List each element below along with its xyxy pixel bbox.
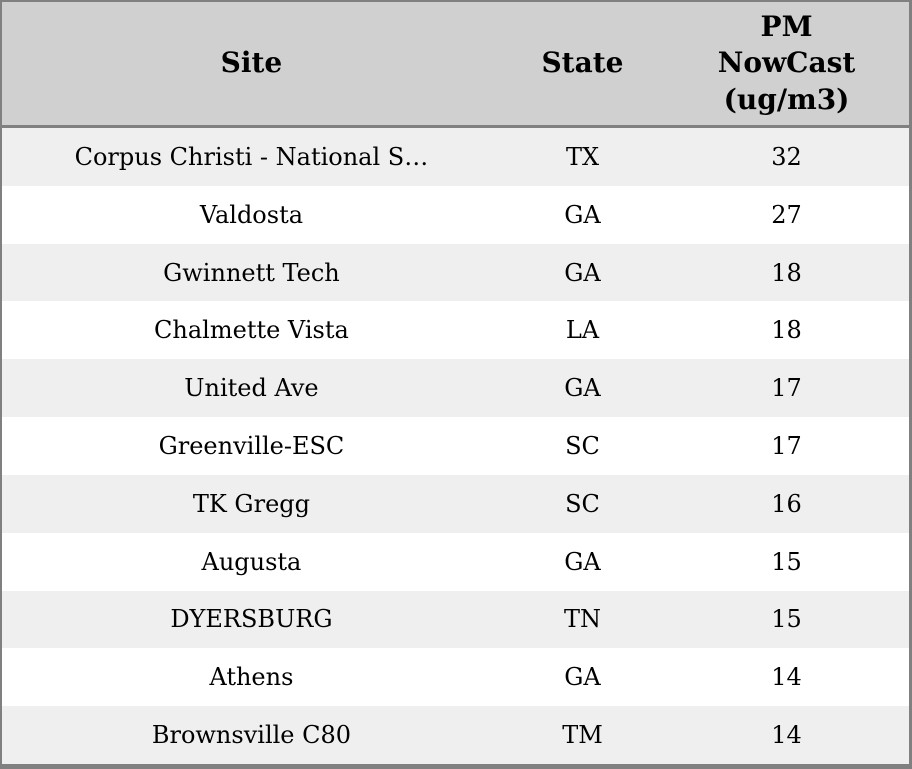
site-cell: Corpus Christi - National S… [74, 142, 429, 171]
state-cell: GA [564, 663, 601, 692]
value-cell: 15 [771, 605, 802, 634]
table-row: Athens GA 14 [2, 648, 909, 707]
value-cell: 16 [771, 489, 802, 518]
site-cell: Athens [209, 663, 294, 692]
state-cell: TX [565, 142, 600, 171]
column-header-state: State [500, 2, 665, 128]
pm-nowcast-header-label: PM NowCast (ug/m3) [717, 9, 856, 116]
site-cell: Greenville-ESC [158, 431, 345, 460]
table-row: Gwinnett Tech GA 18 [2, 243, 909, 302]
site-cell: DYERSBURG [170, 605, 333, 634]
table-row: TK Gregg SC 16 [2, 474, 909, 533]
value-cell: 18 [771, 316, 802, 345]
state-cell: GA [564, 258, 601, 287]
table-row: DYERSBURG TN 15 [2, 590, 909, 649]
value-cell: 14 [771, 721, 802, 750]
site-cell: Chalmette Vista [154, 316, 349, 345]
table-body: Corpus Christi - National S… TX 32 Valdo… [2, 126, 909, 764]
state-cell: LA [565, 316, 600, 345]
site-cell: TK Gregg [192, 489, 310, 518]
value-cell: 14 [771, 663, 802, 692]
site-cell: Gwinnett Tech [163, 258, 340, 287]
site-cell: Brownsville C80 [151, 721, 352, 750]
state-cell: SC [565, 489, 600, 518]
state-cell: GA [564, 200, 601, 229]
column-header-site: Site [2, 2, 501, 128]
table-row: Corpus Christi - National S… TX 32 [2, 126, 909, 186]
table-row: Valdosta GA 27 [2, 185, 909, 244]
table-row: Greenville-ESC SC 17 [2, 417, 909, 475]
value-cell: 32 [771, 142, 802, 171]
state-cell: SC [565, 431, 600, 460]
table-header: Site State PM NowCast (ug/m3) [2, 2, 909, 128]
state-cell: GA [564, 374, 601, 403]
value-cell: 27 [771, 200, 802, 229]
state-cell: TM [562, 721, 603, 750]
state-cell: TN [563, 605, 601, 634]
table-row: United Ave GA 17 [2, 359, 909, 418]
header-row: Site State PM NowCast (ug/m3) [2, 2, 909, 128]
value-cell: 17 [771, 431, 802, 460]
column-header-pm-nowcast: PM NowCast (ug/m3) [664, 2, 909, 128]
table-row: Brownsville C80 TM 14 [2, 706, 909, 764]
value-cell: 15 [771, 547, 802, 576]
value-cell: 17 [771, 374, 802, 403]
value-cell: 18 [771, 258, 802, 287]
site-cell: Augusta [201, 547, 302, 576]
state-cell: GA [564, 547, 601, 576]
site-cell: United Ave [184, 374, 319, 403]
site-cell: Valdosta [199, 200, 304, 229]
table-row: Augusta GA 15 [2, 532, 909, 591]
table-row: Chalmette Vista LA 18 [2, 301, 909, 360]
